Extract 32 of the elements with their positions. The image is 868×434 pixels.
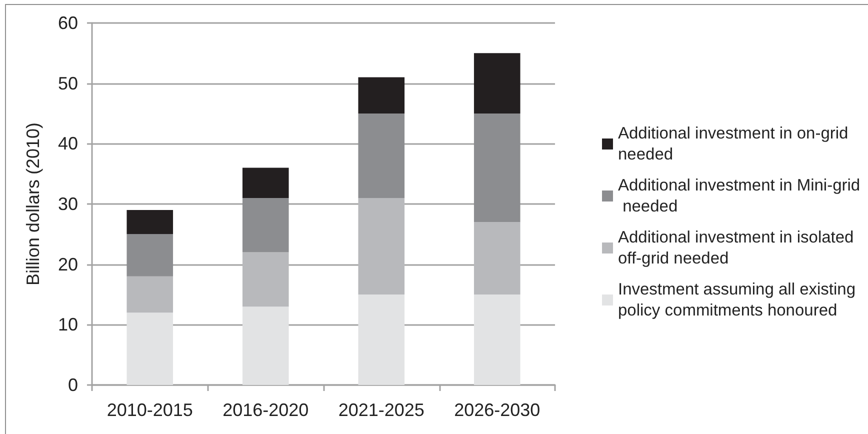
y-tick-label: 60 <box>58 13 78 33</box>
x-tick-label: 2021-2025 <box>338 400 424 420</box>
y-tick-label: 20 <box>58 254 78 274</box>
bar <box>358 77 405 114</box>
bar <box>126 276 174 313</box>
bar <box>474 222 520 294</box>
legend-label: Investment assuming all existing policy commitments honoured <box>618 280 860 320</box>
bar <box>242 306 289 385</box>
bar <box>358 198 405 294</box>
legend-label: Additional investment in isolated off-grid needed <box>618 228 858 268</box>
bar <box>242 252 289 307</box>
y-tick-label: 50 <box>58 73 78 94</box>
bar <box>474 294 520 385</box>
x-tick-label: 2016-2020 <box>222 400 309 420</box>
bar <box>474 53 520 114</box>
legend-label: Additional investment in on-grid needed <box>618 124 853 164</box>
y-tick-label: 40 <box>58 134 78 154</box>
y-tick-label: 0 <box>68 375 78 395</box>
x-tick-label: 2026-2030 <box>454 400 540 420</box>
x-tick-label: 2010-2015 <box>106 400 193 420</box>
bar <box>126 234 174 276</box>
y-axis-title: Billion dollars (2010) <box>23 122 43 286</box>
bar <box>474 114 520 222</box>
bar <box>242 198 289 252</box>
bar <box>242 168 289 198</box>
legend-label: Additional investment in Mini-grid needed <box>618 176 860 216</box>
bar <box>358 294 405 385</box>
bar <box>126 312 174 385</box>
y-tick-label: 10 <box>58 314 78 335</box>
bar <box>358 114 405 198</box>
bar <box>126 210 174 234</box>
y-tick-label: 30 <box>58 194 78 214</box>
